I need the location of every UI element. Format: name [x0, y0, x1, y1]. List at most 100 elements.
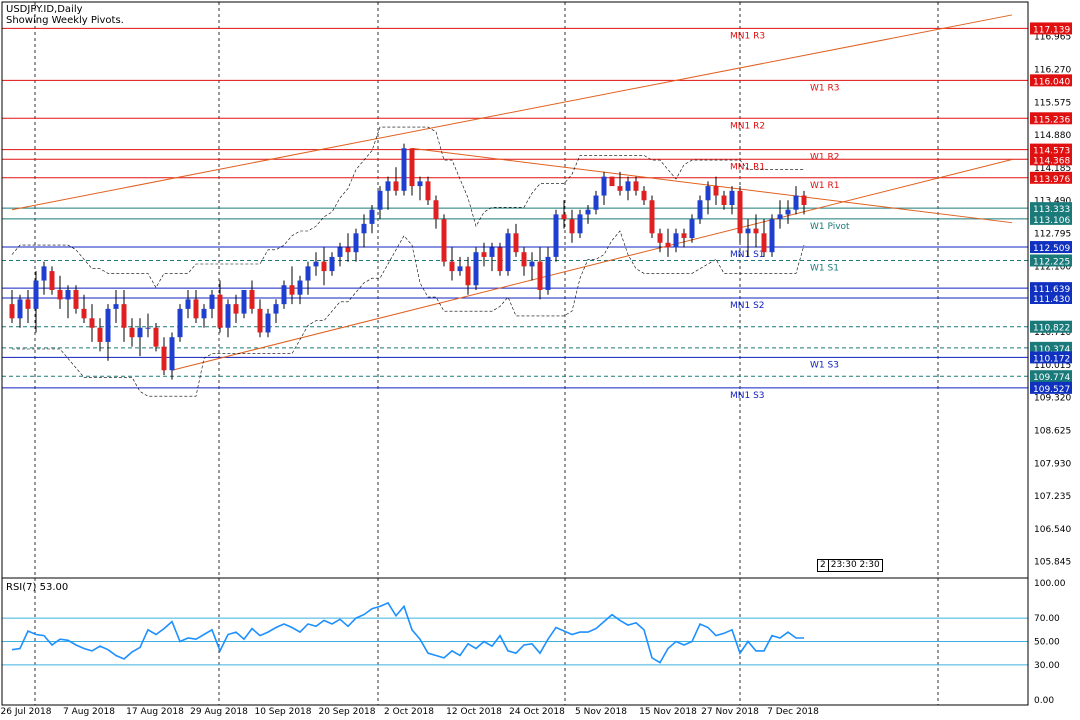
price-tick-label: 115.575 — [1034, 98, 1071, 108]
price-tick-label: 106.540 — [1034, 525, 1071, 535]
bull-candle — [297, 280, 303, 295]
pivot-level-label: MN1 R3 — [730, 31, 765, 41]
rsi-line — [11, 601, 804, 664]
x-tick-label: 2 Oct 2018 — [384, 707, 434, 717]
bear-candle — [713, 186, 719, 196]
price-tag-box — [1030, 74, 1072, 87]
bear-candle — [321, 261, 327, 272]
price-tag-box — [1030, 370, 1072, 383]
envelope-upper — [11, 126, 804, 289]
clock-box: 2 — [817, 559, 829, 572]
bull-candle — [105, 308, 111, 342]
bull-candle — [369, 209, 375, 224]
bear-candle — [561, 214, 567, 220]
trend-lines-layer — [11, 14, 1013, 397]
bull-candle — [697, 200, 703, 220]
trend-line — [11, 14, 1013, 211]
bear-candle — [57, 289, 63, 300]
bear-candle — [89, 318, 95, 328]
pivot-level-label: W1 R1 — [810, 181, 839, 191]
price-tick-label: 114.880 — [1034, 131, 1071, 141]
bull-candle — [273, 304, 279, 314]
bear-candle — [617, 186, 623, 191]
price-tag-box — [1030, 202, 1072, 215]
bull-candle — [585, 209, 591, 215]
pivot-level-label: MN1 R1 — [730, 162, 765, 172]
price-tick-label: 112.100 — [1034, 262, 1071, 272]
bear-candle — [753, 228, 759, 234]
bull-candle — [505, 233, 511, 272]
bear-candle — [289, 285, 295, 295]
bear-candle — [129, 327, 135, 338]
price-tag-box — [1030, 212, 1072, 225]
bear-candle — [649, 200, 655, 234]
bull-candle — [625, 181, 631, 191]
price-tick-label: 109.320 — [1034, 394, 1071, 404]
bull-candle — [769, 219, 775, 253]
rsi-panel-frame — [1, 577, 1029, 706]
bull-candle — [689, 219, 695, 239]
bear-candle — [737, 190, 743, 234]
bull-candle — [337, 247, 343, 257]
price-tag-label: 117.139 — [1033, 25, 1070, 35]
price-tag-box — [1030, 282, 1072, 295]
price-tag-box — [1030, 320, 1072, 333]
price-tick-label: 108.625 — [1034, 426, 1071, 436]
bull-candle — [185, 299, 191, 309]
price-tick-label: 105.845 — [1034, 558, 1071, 568]
bear-candle — [801, 195, 807, 205]
bull-candle — [545, 256, 551, 290]
x-tick-label: 27 Nov 2018 — [701, 707, 759, 717]
price-tick-label: 107.930 — [1034, 459, 1071, 469]
bear-candle — [721, 195, 727, 205]
price-tick-label: 116.965 — [1034, 33, 1071, 43]
bull-candle — [313, 261, 319, 267]
price-tick-label: 112.795 — [1034, 230, 1071, 240]
rsi-tick-label: 0.00 — [1034, 696, 1054, 706]
x-tick-label: 29 Aug 2018 — [190, 707, 248, 717]
bull-candle — [145, 327, 151, 329]
bull-candle — [457, 266, 463, 272]
x-tick-label: 24 Oct 2018 — [509, 707, 565, 717]
rsi-label: RSI(7) 53.00 — [6, 582, 69, 593]
bull-candle — [553, 214, 559, 257]
price-tag-label: 112.225 — [1033, 257, 1070, 267]
price-tag-label: 114.573 — [1033, 147, 1070, 157]
bear-candle — [609, 176, 615, 187]
bull-candle — [225, 304, 231, 328]
x-tick-label: 12 Oct 2018 — [446, 707, 502, 717]
clock-widget: 2 23:30 2:30 — [817, 559, 883, 572]
clock-time: 23:30 2:30 — [828, 559, 883, 572]
bull-candle — [577, 214, 583, 234]
bear-candle — [521, 252, 527, 267]
bear-candle — [441, 219, 447, 262]
x-tick-label: 5 Nov 2018 — [575, 707, 627, 717]
candles-layer — [9, 143, 807, 380]
bear-candle — [425, 181, 431, 201]
price-tag-label: 113.976 — [1033, 175, 1070, 185]
bear-candle — [761, 233, 767, 253]
bear-candle — [481, 252, 487, 257]
bull-candle — [201, 308, 207, 319]
x-tick-label: 17 Aug 2018 — [126, 707, 184, 717]
price-tick-label: 110.710 — [1034, 328, 1071, 338]
price-tick-label: 107.235 — [1034, 492, 1071, 502]
bull-candle — [529, 261, 535, 267]
bull-candle — [265, 313, 271, 333]
price-tag-label: 109.774 — [1033, 373, 1070, 383]
bull-candle — [65, 289, 71, 300]
bear-candle — [9, 304, 15, 319]
price-tag-label: 111.430 — [1033, 295, 1070, 305]
bear-candle — [97, 327, 103, 342]
trend-line — [171, 159, 1013, 371]
price-tick-label: 113.490 — [1034, 197, 1071, 207]
price-tag-label: 110.374 — [1033, 345, 1070, 355]
bear-candle — [409, 148, 415, 187]
bear-candle — [633, 181, 639, 191]
grid-layer — [34, 2, 939, 705]
x-tick-label: 7 Dec 2018 — [767, 707, 819, 717]
bear-candle — [345, 247, 351, 253]
bull-candle — [361, 223, 367, 234]
bull-candle — [385, 181, 391, 191]
